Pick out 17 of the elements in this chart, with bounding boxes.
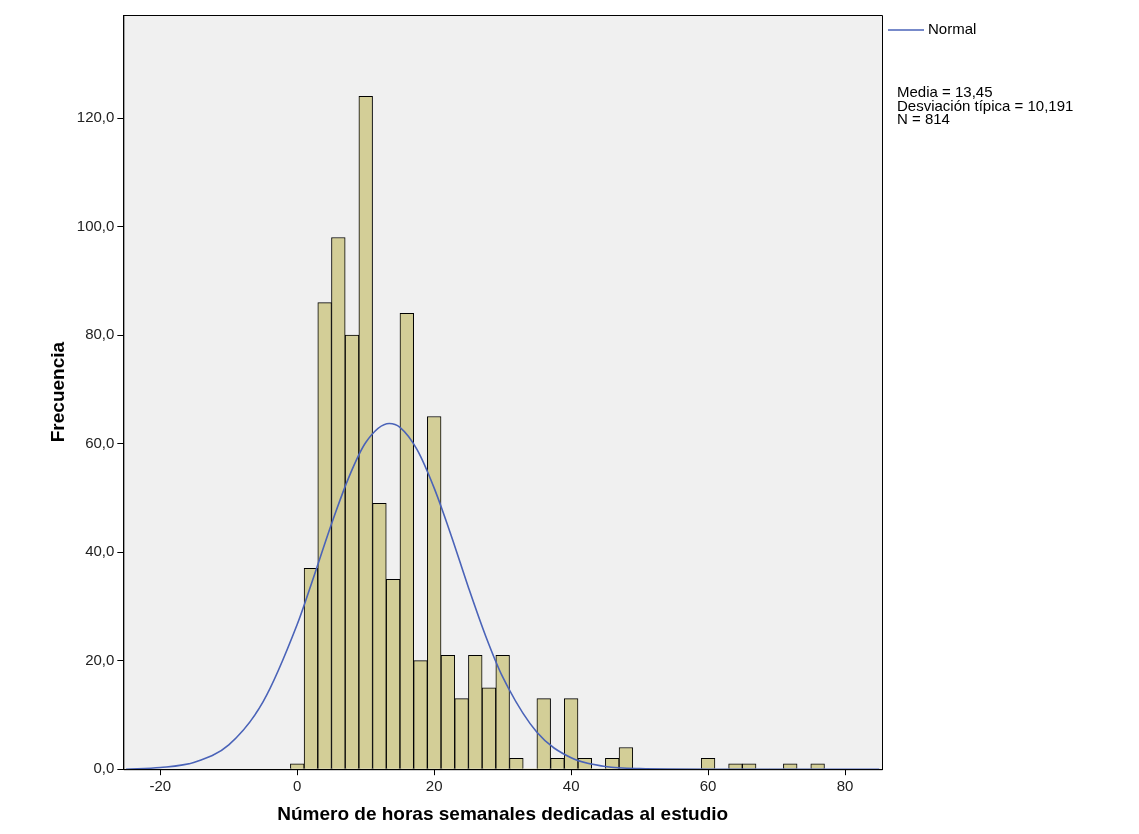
y-tick-label: 20,0	[85, 650, 115, 668]
x-tick-label: 20	[425, 777, 443, 795]
x-tick-label: 0	[293, 777, 302, 795]
y-tick-label: 100,0	[76, 216, 115, 234]
y-tick-label: 80,0	[85, 325, 115, 343]
y-tick-label: 120,0	[76, 108, 115, 126]
y-tick-label: 0,0	[93, 759, 115, 777]
x-tick-label: -20	[149, 777, 172, 795]
text: N = 814	[897, 110, 950, 128]
x-tick-label: 80	[836, 777, 854, 795]
x-tick-label: 40	[562, 777, 580, 795]
y-axis-title: Frecuencia	[46, 341, 68, 443]
y-tick-label: 60,0	[85, 433, 115, 451]
legend-label: Normal	[928, 20, 977, 38]
y-tick-label: 40,0	[85, 542, 115, 560]
x-axis-title: Número de horas semanales dedicadas al estudio	[277, 802, 729, 824]
x-tick-label: 60	[699, 777, 717, 795]
